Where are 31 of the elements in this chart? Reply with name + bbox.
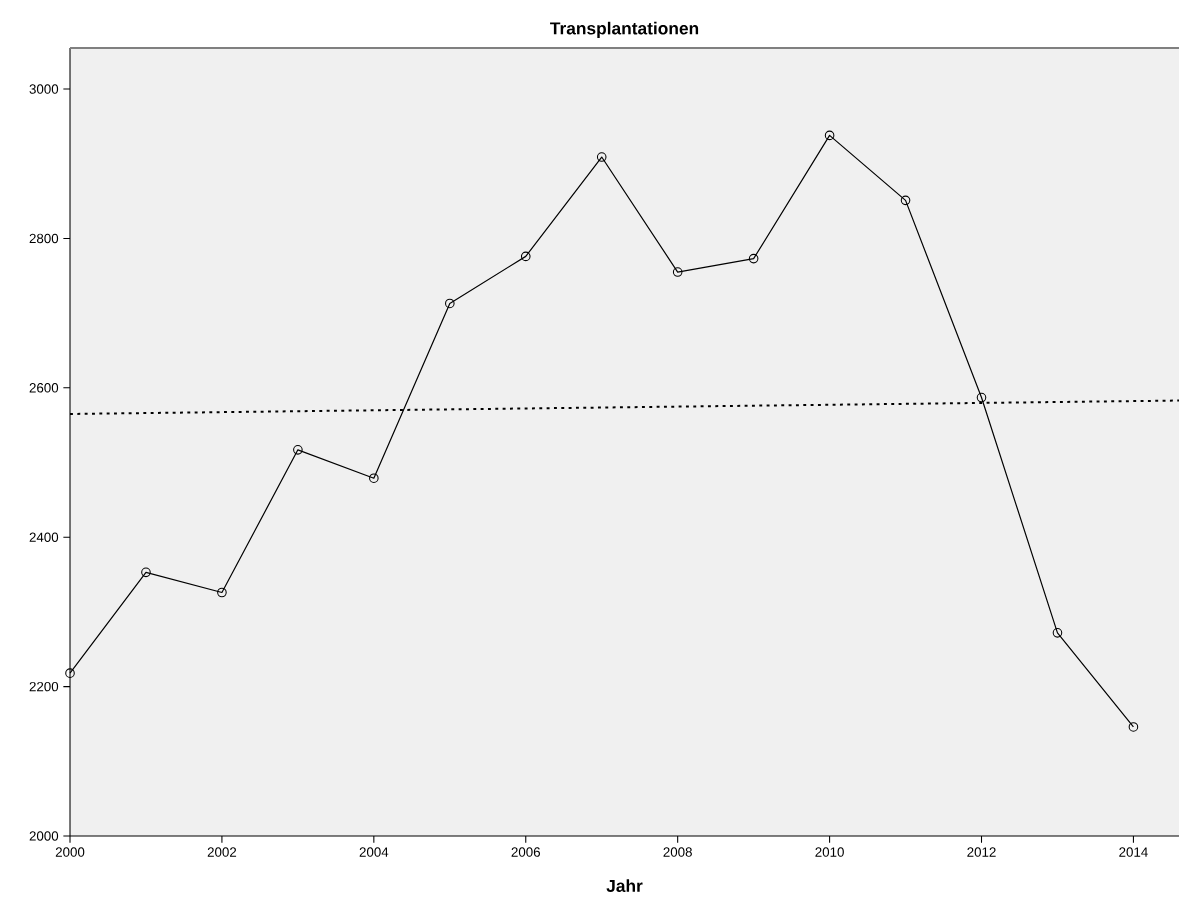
y-tick-label: 2200 — [29, 681, 59, 692]
x-tick-label: 2006 — [511, 847, 540, 857]
x-tick-label: 2010 — [815, 847, 844, 857]
point — [293, 445, 303, 455]
point — [141, 567, 151, 578]
y-tick-label: 2000 — [29, 831, 59, 841]
y-tick-label: 2600 — [29, 383, 59, 393]
y-tick-label: 2400 — [29, 532, 59, 542]
point — [976, 392, 987, 403]
x-tick-label: 2000 — [55, 847, 85, 857]
x-axis-title: Jahr — [606, 879, 643, 893]
point — [900, 195, 911, 206]
x-tick-label: 2004 — [359, 847, 389, 857]
x-tick-label: 2008 — [663, 847, 692, 857]
point — [824, 130, 835, 141]
point — [520, 251, 531, 262]
point — [444, 298, 455, 309]
y-tick-label: 3000 — [29, 84, 59, 94]
point — [596, 152, 607, 162]
x-tick-label: 2012 — [967, 847, 996, 857]
y-tick-label: 2800 — [29, 233, 59, 244]
point — [672, 267, 683, 277]
chart-title: Transplantationen — [550, 21, 699, 38]
point — [1052, 628, 1063, 638]
x-tick-label: 2014 — [1119, 847, 1148, 857]
x-tick-label: 2002 — [207, 847, 237, 857]
point — [369, 473, 379, 484]
point — [1128, 722, 1139, 732]
point — [65, 668, 75, 678]
point — [748, 253, 759, 264]
point — [217, 587, 227, 598]
